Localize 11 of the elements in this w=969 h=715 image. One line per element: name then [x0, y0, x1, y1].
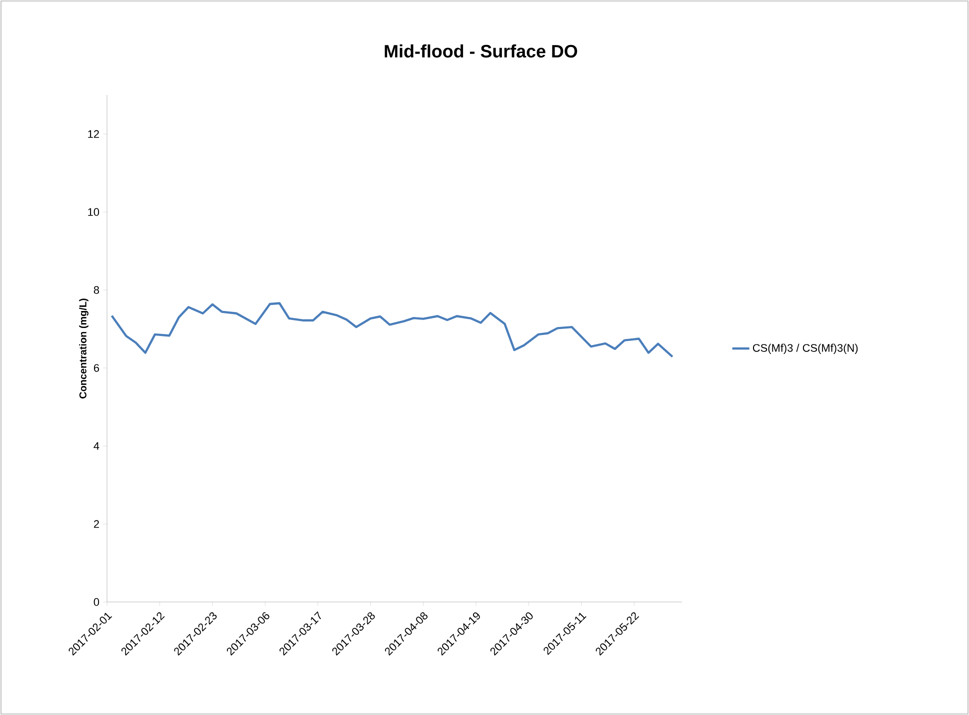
legend-label: CS(Mf)3 / CS(Mf)3(N)	[752, 344, 858, 354]
y-tick-label: 10	[88, 208, 100, 216]
y-tick-label: 4	[94, 442, 100, 450]
y-tick-label: 0	[94, 598, 100, 606]
line-series	[110, 302, 674, 358]
y-tick-label: 6	[94, 364, 100, 372]
chart-title: Mid-flood - Surface DO	[384, 44, 578, 58]
y-tick-label: 8	[94, 286, 100, 294]
y-axis-title: Concentration (mg/L)	[79, 298, 88, 398]
y-tick-label: 12	[88, 130, 99, 138]
y-tick-label: 2	[94, 520, 99, 528]
